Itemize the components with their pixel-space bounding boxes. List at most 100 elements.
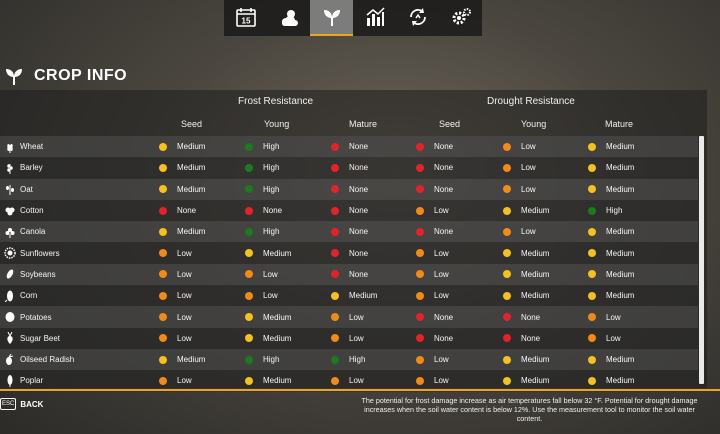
resistance-value: Medium xyxy=(177,355,206,365)
crop-name: Poplar xyxy=(20,376,44,386)
status-dot-icon xyxy=(503,185,511,194)
statistics-tab[interactable] xyxy=(353,0,396,36)
resistance-value: Medium xyxy=(606,291,635,301)
calendar-tab[interactable]: 15 xyxy=(224,0,267,36)
resistance-cell: None xyxy=(416,334,453,343)
resistance-value: None xyxy=(434,227,454,237)
status-dot-icon xyxy=(416,270,424,279)
crop-row[interactable]: Sugar Beet Low Medium Low None None Low xyxy=(0,327,698,349)
status-dot-icon xyxy=(588,206,596,215)
status-dot-icon xyxy=(503,227,511,236)
status-dot-icon xyxy=(159,249,167,258)
frost-resistance-header: Frost Resistance xyxy=(238,96,314,107)
resistance-value: None xyxy=(521,312,541,322)
resistance-cell: High xyxy=(245,227,279,236)
cycle-tab[interactable] xyxy=(396,0,439,36)
resistance-value: Medium xyxy=(521,206,550,216)
back-button[interactable]: ESC BACK xyxy=(0,398,43,410)
sunflower-icon xyxy=(4,247,16,259)
resistance-value: Low xyxy=(521,227,536,237)
status-dot-icon xyxy=(588,249,596,258)
resistance-cell: None xyxy=(416,142,453,151)
resistance-cell: Medium xyxy=(503,206,549,215)
resistance-value: Medium xyxy=(606,376,635,386)
status-dot-icon xyxy=(245,355,253,364)
resistance-cell: Medium xyxy=(588,227,634,236)
crop-row[interactable]: Barley Medium High None None Low Medium xyxy=(0,157,698,179)
resistance-value: Low xyxy=(434,291,449,301)
page-header: CROP INFO xyxy=(4,66,127,86)
resistance-cell: None xyxy=(416,185,453,194)
status-dot-icon xyxy=(245,163,253,172)
resistance-cell: Low xyxy=(159,313,192,322)
crop-row[interactable]: Soybeans Low Low None Low Medium Medium xyxy=(0,263,698,286)
crop-row[interactable]: Canola Medium High None None Low Medium xyxy=(0,221,698,243)
resistance-value: Low xyxy=(177,291,192,301)
resistance-cell: Medium xyxy=(503,249,549,258)
crop-row[interactable]: Sunflowers Low Medium None Low Medium Medium xyxy=(0,242,698,264)
resistance-cell: None xyxy=(331,163,368,172)
weather-tab[interactable] xyxy=(267,0,310,36)
status-dot-icon xyxy=(331,163,339,172)
status-dot-icon xyxy=(331,313,339,322)
resistance-cell: Medium xyxy=(588,270,634,279)
crop-row[interactable]: Oilseed Radish Medium High High Low Medium Med… xyxy=(0,348,698,371)
crop-row[interactable]: Cotton None None None Low Medium High xyxy=(0,199,698,222)
resistance-value: Medium xyxy=(263,248,292,258)
calendar-day: 15 xyxy=(241,17,250,26)
resistance-cell: Medium xyxy=(245,376,291,385)
scrollbar[interactable] xyxy=(699,136,704,384)
potato-icon xyxy=(5,312,15,323)
resistance-value: None xyxy=(349,269,369,279)
resistance-value: Medium xyxy=(521,355,550,365)
resistance-value: Medium xyxy=(521,291,550,301)
resistance-cell: Medium xyxy=(588,355,634,364)
resistance-cell: Medium xyxy=(503,355,549,364)
crop-row[interactable]: Poplar Low Medium Low Low Medium Medium xyxy=(0,370,698,392)
resistance-value: Low xyxy=(263,291,278,301)
crop-row[interactable]: Corn Low Low Medium Low Medium Medium xyxy=(0,285,698,307)
resistance-cell: Low xyxy=(416,206,449,215)
oat-icon xyxy=(6,185,14,196)
resistance-cell: Low xyxy=(503,142,536,151)
resistance-value: Medium xyxy=(606,184,635,194)
crop-row[interactable]: Oat Medium High None None Low Medium xyxy=(0,178,698,200)
resistance-cell: Medium xyxy=(245,313,291,322)
resistance-value: Medium xyxy=(606,248,635,258)
resistance-value: Medium xyxy=(177,184,206,194)
resistance-value: Low xyxy=(349,312,364,322)
resistance-value: None xyxy=(349,163,369,173)
settings-tab[interactable] xyxy=(439,0,482,36)
column-header: Mature xyxy=(605,119,634,129)
resistance-value: None xyxy=(434,333,454,343)
status-dot-icon xyxy=(588,313,596,322)
status-dot-icon xyxy=(245,142,253,151)
poplar-icon xyxy=(7,374,13,387)
crop-rows: Wheat Medium High None None Low Medium Barley Me… xyxy=(0,136,698,392)
resistance-value: High xyxy=(349,355,366,365)
resistance-cell: Low xyxy=(416,355,449,364)
resistance-cell: High xyxy=(245,185,279,194)
resistance-cell: Medium xyxy=(159,355,205,364)
crop-name: Wheat xyxy=(20,142,44,152)
status-dot-icon xyxy=(588,142,596,151)
resistance-cell: Medium xyxy=(159,142,205,151)
status-dot-icon xyxy=(159,376,167,385)
crop-row[interactable]: Wheat Medium High None None Low Medium xyxy=(0,136,698,158)
resistance-value: Medium xyxy=(521,248,550,258)
resistance-cell: None xyxy=(331,142,368,151)
crop-info-tab[interactable] xyxy=(310,0,353,36)
resistance-value: Medium xyxy=(606,269,635,279)
column-header: Mature xyxy=(349,119,378,129)
crop-name: Soybeans xyxy=(20,269,56,279)
resistance-value: Low xyxy=(521,142,536,152)
resistance-value: High xyxy=(263,142,280,152)
status-dot-icon xyxy=(331,227,339,236)
status-dot-icon xyxy=(245,270,253,279)
column-header: Young xyxy=(521,119,547,129)
resistance-value: Medium xyxy=(606,142,635,152)
crop-row[interactable]: Potatoes Low Medium Low None None Low xyxy=(0,306,698,328)
status-dot-icon xyxy=(331,376,339,385)
status-dot-icon xyxy=(331,185,339,194)
resistance-value: None xyxy=(434,142,454,152)
